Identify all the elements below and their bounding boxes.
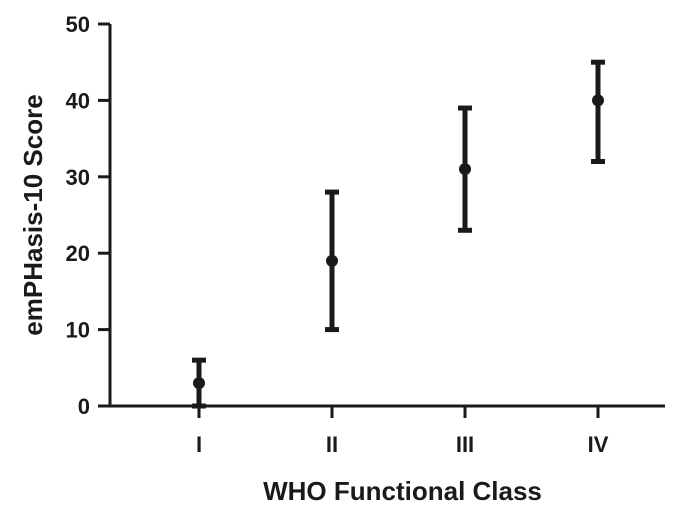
x-tick-label: II xyxy=(326,432,338,457)
y-axis-ticks: 0 10 20 30 40 50 xyxy=(66,12,110,419)
x-tick-label: III xyxy=(456,432,474,457)
x-tick-label: IV xyxy=(588,432,609,457)
y-tick-label: 10 xyxy=(66,318,90,343)
data-series xyxy=(192,59,605,409)
data-point xyxy=(326,254,338,267)
x-tick-label: I xyxy=(196,432,202,457)
y-tick-label: 20 xyxy=(66,241,90,266)
x-axis-title: WHO Functional Class xyxy=(263,476,542,506)
data-point xyxy=(592,94,604,107)
y-tick-label: 40 xyxy=(66,88,90,113)
data-point xyxy=(459,163,471,176)
y-tick-label: 0 xyxy=(78,394,90,419)
x-axis-ticks: I II III IV xyxy=(196,406,609,457)
data-point xyxy=(193,377,205,390)
y-tick-label: 30 xyxy=(66,165,90,190)
y-axis-title: emPHasis-10 Score xyxy=(18,94,48,335)
y-tick-label: 50 xyxy=(66,12,90,37)
